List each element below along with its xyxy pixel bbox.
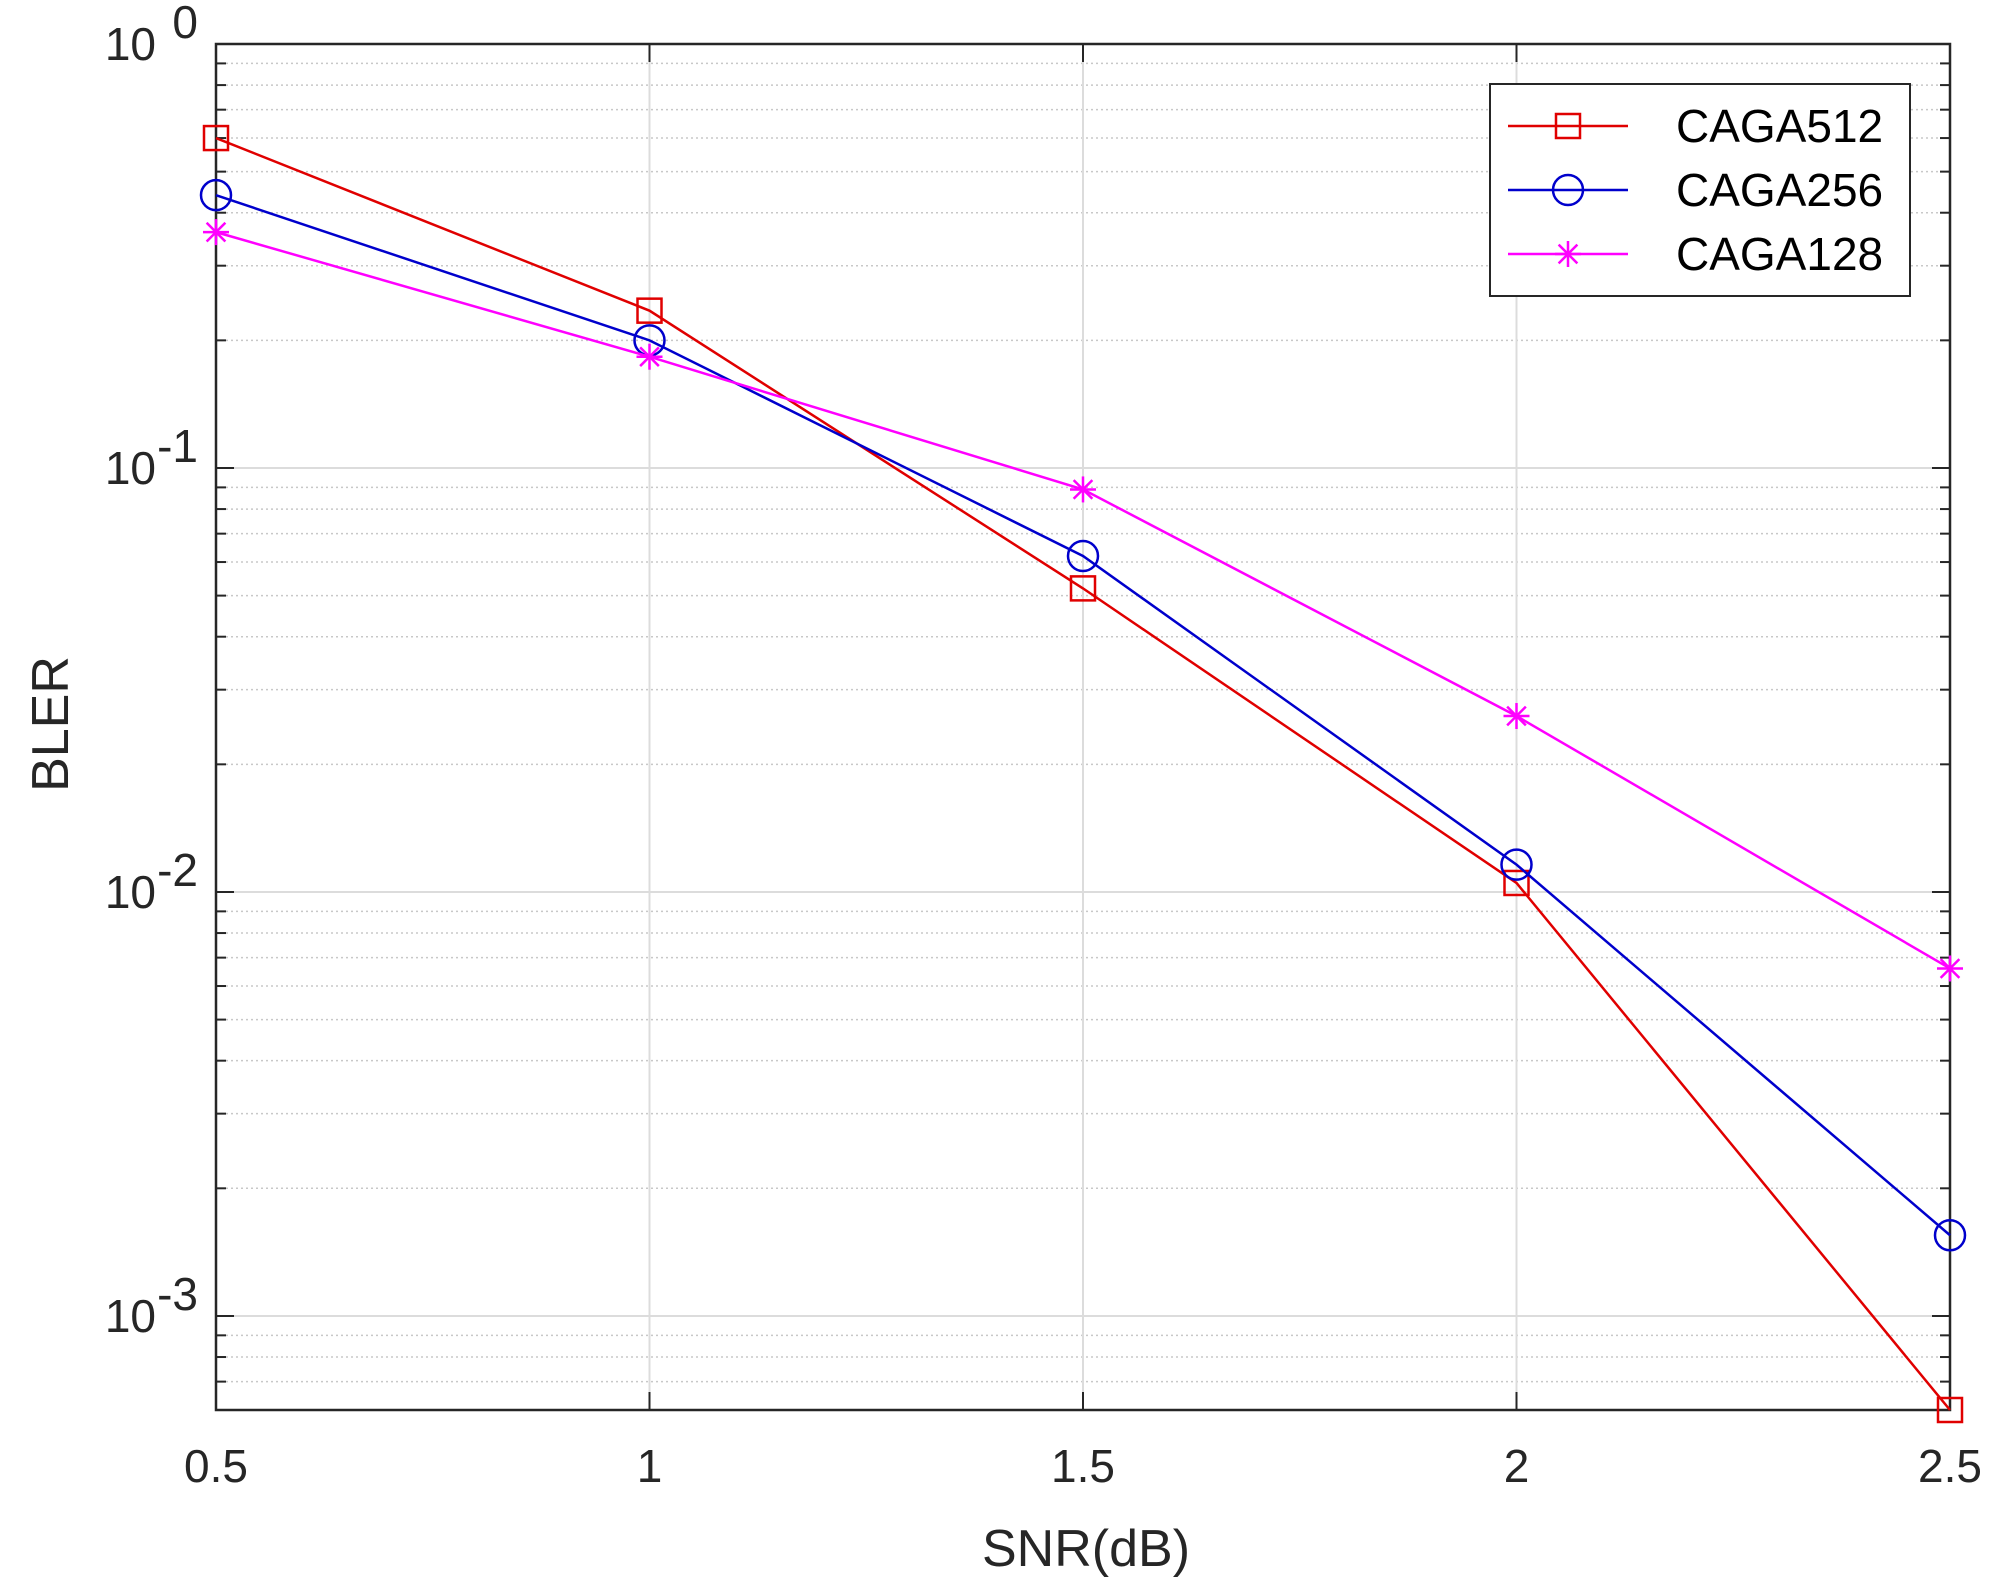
legend-marker (1554, 112, 1582, 140)
data-point-marker (202, 124, 230, 152)
x-axis-label: SNR(dB) (982, 1520, 1190, 1578)
axes (214, 42, 1952, 1412)
x-tick-label: 0.5 (184, 1440, 248, 1492)
data-point-marker (1936, 1396, 1964, 1424)
x-tick-label: 2.5 (1918, 1440, 1982, 1492)
y-tick-base: 10 (105, 866, 156, 918)
legend-entry: CAGA128 (1508, 228, 1883, 280)
y-axis-label: BLER (22, 656, 80, 792)
x-tick-label: 2 (1504, 1440, 1530, 1492)
data-point-marker (1070, 476, 1096, 503)
data-point-marker (636, 343, 663, 370)
y-tick-label: 10 (105, 1290, 156, 1342)
x-tick-label: 1 (637, 1440, 663, 1492)
legend-marker (1551, 173, 1585, 207)
asterisk-stroke (1506, 705, 1527, 727)
data-point-marker (199, 178, 233, 212)
y-tick-label: 10 (105, 442, 156, 494)
data-point-marker (1066, 539, 1100, 573)
axes-frame (214, 42, 1952, 1412)
legend-label: CAGA512 (1676, 100, 1883, 152)
data-point-marker (1069, 575, 1097, 602)
legend-marker (1555, 241, 1581, 267)
y-tick-exponent: -3 (157, 1268, 198, 1320)
legend-label: CAGA256 (1676, 164, 1883, 216)
series-caga128 (203, 219, 1963, 982)
data-point-marker (1503, 869, 1530, 897)
y-tick-exponent: 0 (172, 0, 198, 48)
y-tick-label: 10 (105, 866, 156, 918)
x-tick-label: 1.5 (1051, 1440, 1115, 1492)
data-point-marker (1937, 955, 1963, 982)
y-tick-base: 10 (105, 442, 156, 494)
y-tick-label: 10 (105, 18, 156, 70)
asterisk-stroke (1557, 243, 1579, 265)
legend-entry: CAGA512 (1508, 100, 1883, 152)
data-point-marker (203, 219, 229, 246)
legend-entry: CAGA256 (1508, 164, 1883, 216)
asterisk-stroke (205, 221, 227, 243)
asterisk-stroke (1939, 958, 1961, 979)
series-caga256 (199, 178, 1967, 1252)
data-point-marker (1933, 1218, 1967, 1252)
data-point-marker (1503, 703, 1530, 730)
data-point-marker (1500, 848, 1533, 881)
series-caga512 (202, 124, 1964, 1424)
series-line (215, 193, 1951, 1237)
y-tick-base: 10 (105, 18, 156, 70)
series-line (215, 136, 1951, 1411)
asterisk-stroke (1072, 479, 1094, 500)
y-tick-exponent: -2 (157, 844, 198, 896)
legend-label: CAGA128 (1676, 228, 1883, 280)
data-point-marker (636, 297, 663, 324)
y-tick-exponent: -1 (157, 420, 198, 472)
series (199, 124, 1967, 1424)
legend: CAGA512 CAGA256 CAGA128 (1489, 83, 1911, 297)
asterisk-stroke (639, 346, 660, 367)
y-tick-base: 10 (105, 1290, 156, 1342)
